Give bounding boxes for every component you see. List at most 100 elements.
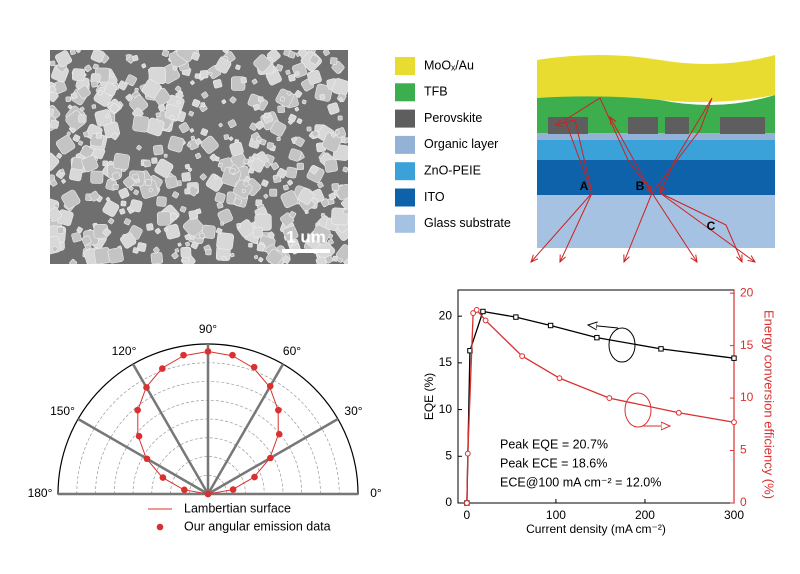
grain xyxy=(280,96,286,102)
grain xyxy=(118,187,130,199)
y2-tick-label: 5 xyxy=(740,443,747,457)
grain xyxy=(266,248,284,264)
grain xyxy=(81,155,99,173)
grain xyxy=(256,243,265,252)
grain xyxy=(190,241,199,250)
grain xyxy=(331,183,340,191)
grain xyxy=(78,114,87,123)
grain xyxy=(80,144,94,159)
grain xyxy=(200,128,209,136)
grain xyxy=(164,223,181,240)
grain xyxy=(317,181,324,189)
legend-label: MoOₓ/Au xyxy=(424,58,474,72)
grain xyxy=(342,166,348,173)
grain xyxy=(55,135,76,155)
grain xyxy=(263,193,269,199)
grain xyxy=(152,144,164,156)
legend-swatch xyxy=(395,188,415,207)
grain xyxy=(253,254,259,260)
x-axis-label: Current density (mA cm⁻²) xyxy=(526,522,666,536)
grain xyxy=(335,183,348,201)
grain xyxy=(190,235,195,240)
grain xyxy=(112,152,131,171)
legend-label: Organic layer xyxy=(424,137,498,151)
grain xyxy=(229,141,244,157)
data-point xyxy=(266,382,274,390)
scale-label: 1 um xyxy=(286,227,326,246)
grain xyxy=(276,168,288,179)
grain xyxy=(269,188,278,197)
grain xyxy=(50,179,58,187)
grain xyxy=(178,122,190,134)
grain xyxy=(297,188,315,205)
grain xyxy=(123,218,131,226)
grain xyxy=(70,127,76,134)
theta-tick-label: 60° xyxy=(283,344,301,358)
grain xyxy=(150,252,163,264)
data-marker xyxy=(594,334,600,341)
grain xyxy=(296,162,304,171)
grain xyxy=(270,120,287,137)
grain xyxy=(243,180,250,187)
grain xyxy=(120,200,127,207)
legend-swatch xyxy=(395,162,415,181)
grain xyxy=(258,257,264,263)
grain xyxy=(189,128,195,133)
grain xyxy=(94,109,113,127)
y2-tick-label: 0 xyxy=(740,495,747,509)
schematic-label: C xyxy=(707,219,716,233)
grain xyxy=(154,158,174,178)
grain xyxy=(69,258,78,264)
grain xyxy=(259,138,267,146)
grain xyxy=(90,170,104,184)
grain xyxy=(243,158,250,165)
grain xyxy=(254,213,272,231)
grain xyxy=(184,163,191,170)
grain xyxy=(157,104,166,112)
grain xyxy=(172,65,178,71)
grain xyxy=(330,132,337,138)
grain xyxy=(217,208,234,225)
grain xyxy=(182,216,204,238)
grain xyxy=(252,104,260,111)
grain xyxy=(341,198,348,210)
data-point xyxy=(229,486,237,493)
grain xyxy=(91,80,98,88)
grain xyxy=(216,201,224,209)
grain xyxy=(125,74,137,87)
grain xyxy=(310,224,331,245)
grain xyxy=(59,168,65,174)
grain xyxy=(331,78,348,97)
grain xyxy=(285,166,298,179)
grain xyxy=(213,174,219,180)
data-marker xyxy=(519,353,526,360)
grain xyxy=(83,131,90,138)
grain xyxy=(179,205,187,213)
grain xyxy=(161,50,170,58)
grain xyxy=(123,176,135,189)
grain xyxy=(190,135,196,141)
y2-axis-label: Energy conversion efficiency (%) xyxy=(762,310,777,499)
grain xyxy=(174,248,180,253)
grain xyxy=(275,64,284,72)
grain xyxy=(155,112,161,118)
annotation: Peak EQE = 20.7% xyxy=(500,437,608,451)
grain xyxy=(71,232,82,243)
grain xyxy=(280,190,299,209)
grain xyxy=(133,189,140,196)
grain xyxy=(199,173,207,181)
grain xyxy=(343,208,348,215)
grain xyxy=(248,242,253,248)
grain xyxy=(50,90,59,103)
data-marker xyxy=(480,308,486,315)
grain xyxy=(250,158,265,173)
grain xyxy=(156,196,167,207)
grain xyxy=(102,160,109,167)
grain xyxy=(71,68,85,82)
grain xyxy=(164,175,179,189)
grain xyxy=(201,91,209,99)
grain xyxy=(276,136,281,141)
grain xyxy=(78,140,84,146)
grain xyxy=(288,148,302,162)
data-marker xyxy=(658,346,664,352)
